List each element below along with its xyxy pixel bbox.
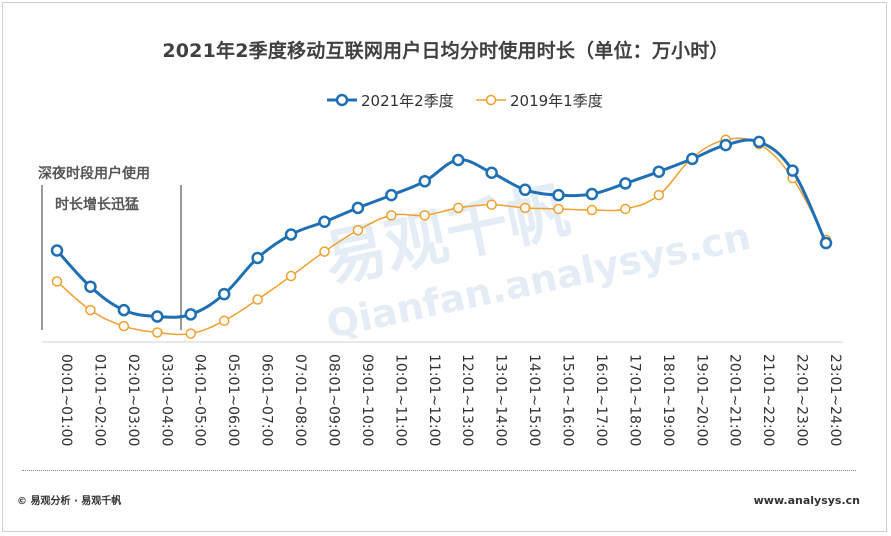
data-point-0-0[interactable]: [50, 244, 64, 257]
data-point-0-22[interactable]: [786, 164, 799, 177]
data-point-1-2[interactable]: [118, 320, 130, 332]
data-point-0-16[interactable]: [585, 187, 599, 201]
data-point-1-0[interactable]: [51, 276, 63, 287]
footer-divider: [22, 470, 856, 471]
data-point-0-7[interactable]: [284, 228, 298, 241]
data-point-0-10[interactable]: [385, 188, 398, 202]
data-point-0-12[interactable]: [451, 153, 465, 167]
data-point-0-4[interactable]: [184, 308, 197, 321]
data-point-1-7[interactable]: [285, 270, 297, 282]
data-point-1-5[interactable]: [218, 315, 230, 327]
x-tick-label: 11:01~12:00: [426, 354, 442, 446]
x-tick-label: 06:01~07:00: [259, 354, 275, 446]
data-point-1-11[interactable]: [419, 210, 431, 221]
legend-marker-2021q2: [327, 93, 357, 107]
x-tick-label: 16:01~17:00: [593, 354, 609, 446]
x-tick-label: 05:01~06:00: [225, 354, 241, 446]
data-point-0-18[interactable]: [652, 165, 666, 178]
data-point-1-14[interactable]: [519, 202, 531, 214]
data-point-0-2[interactable]: [117, 303, 131, 317]
data-point-0-9[interactable]: [351, 201, 365, 215]
x-tick-label: 14:01~15:00: [526, 354, 542, 446]
x-tick-label: 18:01~19:00: [660, 354, 676, 446]
data-point-1-3[interactable]: [152, 327, 163, 338]
data-point-0-19[interactable]: [686, 152, 699, 166]
x-tick-label: 20:01~21:00: [727, 354, 743, 446]
x-tick-labels: 00:01~01:00 01:01~02:00 02:01~03:00 03:01~0…: [58, 354, 843, 446]
data-point-1-17[interactable]: [620, 203, 631, 215]
annotation-line-1: 深夜时段用户使用: [38, 166, 150, 182]
x-tick-label: 23:01~24:00: [827, 354, 843, 446]
data-point-0-11[interactable]: [418, 175, 432, 188]
data-point-0-21[interactable]: [752, 135, 766, 149]
x-tick-label: 08:01~09:00: [325, 354, 341, 446]
x-tick-label: 17:01~18:00: [626, 354, 642, 446]
data-point-1-4[interactable]: [185, 328, 196, 339]
data-point-1-15[interactable]: [553, 203, 564, 215]
data-point-1-1[interactable]: [85, 304, 96, 316]
legend: 2021年2季度 2019年1季度: [0, 88, 891, 112]
legend-item-2021q2[interactable]: 2021年2季度: [327, 88, 454, 112]
legend-label-2021q2: 2021年2季度: [361, 91, 454, 110]
data-point-1-18[interactable]: [653, 189, 665, 201]
chart-title: 2021年2季度移动互联网用户日均分时使用时长（单位：万小时）: [162, 40, 729, 62]
data-point-0-13[interactable]: [485, 166, 498, 180]
data-point-0-23[interactable]: [819, 236, 833, 250]
series-layer: [50, 134, 833, 339]
data-point-0-15[interactable]: [552, 188, 565, 202]
data-point-0-3[interactable]: [151, 310, 164, 323]
x-tick-label: 15:01~16:00: [560, 354, 576, 446]
data-point-1-16[interactable]: [586, 204, 598, 216]
data-point-0-1[interactable]: [84, 280, 97, 293]
x-tick-label: 00:01~01:00: [58, 354, 74, 446]
data-point-0-8[interactable]: [318, 215, 331, 228]
x-tick-label: 02:01~03:00: [125, 354, 141, 446]
legend-item-2019q1[interactable]: 2019年1季度: [476, 88, 603, 112]
x-tick-label: 01:01~02:00: [91, 354, 107, 446]
x-tick-label: 09:01~10:00: [359, 354, 375, 446]
x-tick-label: 19:01~20:00: [693, 354, 709, 446]
legend-label-2019q1: 2019年1季度: [510, 91, 603, 110]
data-point-1-9[interactable]: [352, 225, 364, 236]
legend-marker-2019q1: [476, 94, 506, 106]
data-point-1-10[interactable]: [386, 210, 397, 221]
data-point-1-12[interactable]: [452, 202, 464, 214]
footer-url: www.analysys.cn: [753, 494, 860, 507]
data-point-0-6[interactable]: [251, 251, 264, 265]
x-tick-label: 13:01~14:00: [493, 354, 509, 446]
data-point-1-8[interactable]: [319, 246, 330, 257]
x-tick-label: 10:01~11:00: [392, 354, 408, 446]
x-tick-label: 07:01~08:00: [292, 354, 308, 446]
data-point-0-14[interactable]: [518, 183, 532, 197]
data-point-0-17[interactable]: [619, 177, 632, 190]
x-tick-label: 22:01~23:00: [794, 354, 810, 446]
x-tick-label: 21:01~22:00: [760, 354, 776, 446]
data-point-1-13[interactable]: [486, 199, 497, 210]
data-point-1-6[interactable]: [252, 294, 263, 305]
annotation-line-2: 时长增长迅猛: [55, 197, 139, 213]
footer-copyright: © 易观分析 · 易观千帆: [17, 496, 122, 507]
x-tick-label: 12:01~13:00: [459, 354, 475, 446]
x-tick-label: 04:01~05:00: [192, 354, 208, 446]
data-point-0-20[interactable]: [719, 138, 732, 152]
x-tick-label: 03:01~04:00: [158, 354, 174, 446]
data-point-0-5[interactable]: [217, 287, 231, 301]
